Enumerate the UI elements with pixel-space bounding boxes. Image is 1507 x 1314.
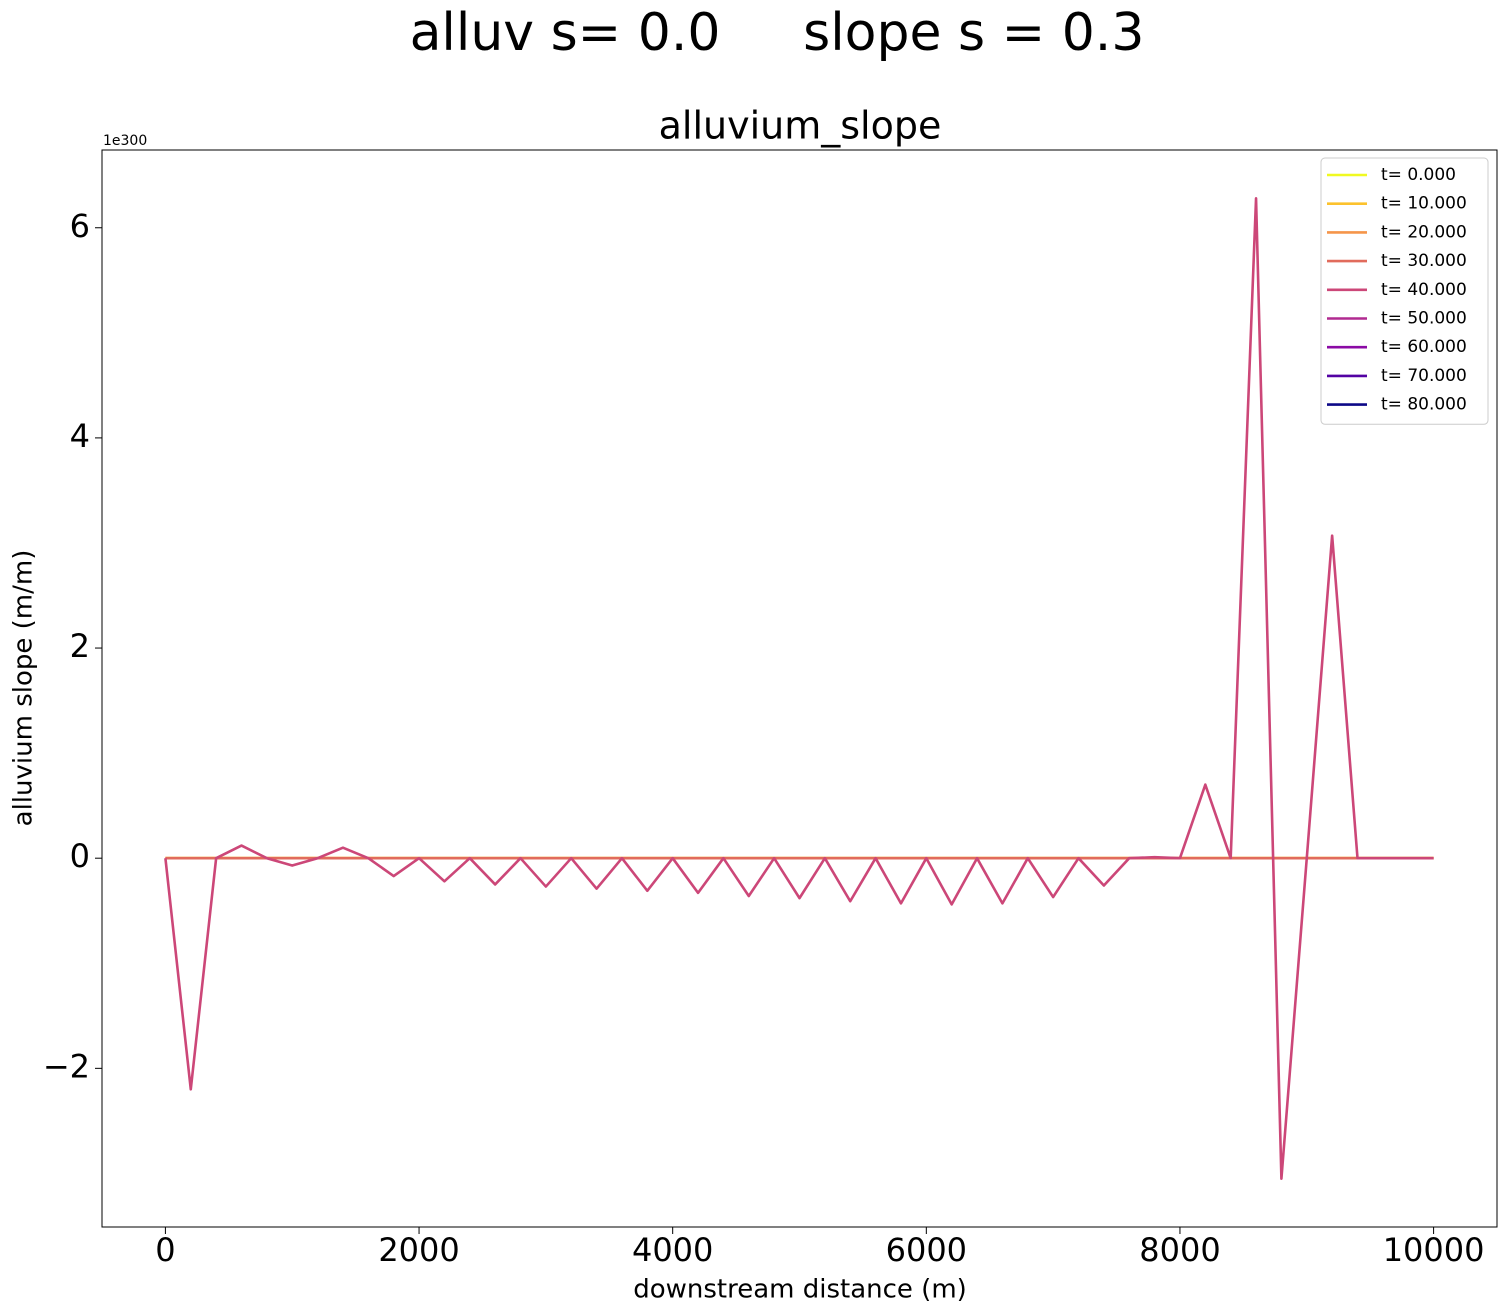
x-tick-label: 2000 bbox=[378, 1231, 459, 1269]
y-tick-label: 6 bbox=[70, 207, 90, 245]
y-tick-label: −2 bbox=[43, 1047, 90, 1085]
x-tick-label: 0 bbox=[155, 1231, 175, 1269]
x-axis-label: downstream distance (m) bbox=[633, 1275, 967, 1305]
legend-label: t= 70.000 bbox=[1381, 366, 1467, 386]
legend-label: t= 30.000 bbox=[1381, 251, 1467, 271]
y-offset-label: 1e300 bbox=[103, 133, 147, 149]
plot-frame bbox=[101, 149, 1498, 1228]
legend-label: t= 50.000 bbox=[1381, 309, 1467, 329]
x-tick-label: 8000 bbox=[1139, 1231, 1220, 1269]
x-tick-label: 4000 bbox=[632, 1231, 713, 1269]
y-tick-label: 4 bbox=[70, 417, 90, 455]
legend-box bbox=[1320, 157, 1489, 425]
y-tick-label: 2 bbox=[70, 627, 90, 665]
legend-label: t= 20.000 bbox=[1381, 222, 1467, 242]
series-line bbox=[164, 197, 1434, 1180]
legend-label: t= 60.000 bbox=[1381, 337, 1467, 357]
x-tick-label: 6000 bbox=[886, 1231, 967, 1269]
legend-label: t= 40.000 bbox=[1381, 280, 1467, 300]
y-axis-label: alluvium slope (m/m) bbox=[9, 550, 39, 827]
legend-label: t= 80.000 bbox=[1381, 395, 1467, 415]
suptitle: alluv s= 0.0 slope s = 0.3 bbox=[410, 3, 1145, 63]
chart-title: alluvium_slope bbox=[659, 104, 942, 148]
x-tick-label: 10000 bbox=[1383, 1231, 1485, 1269]
legend-label: t= 10.000 bbox=[1381, 194, 1467, 214]
legend-label: t= 0.000 bbox=[1381, 165, 1456, 185]
y-tick-label: 0 bbox=[70, 837, 90, 875]
